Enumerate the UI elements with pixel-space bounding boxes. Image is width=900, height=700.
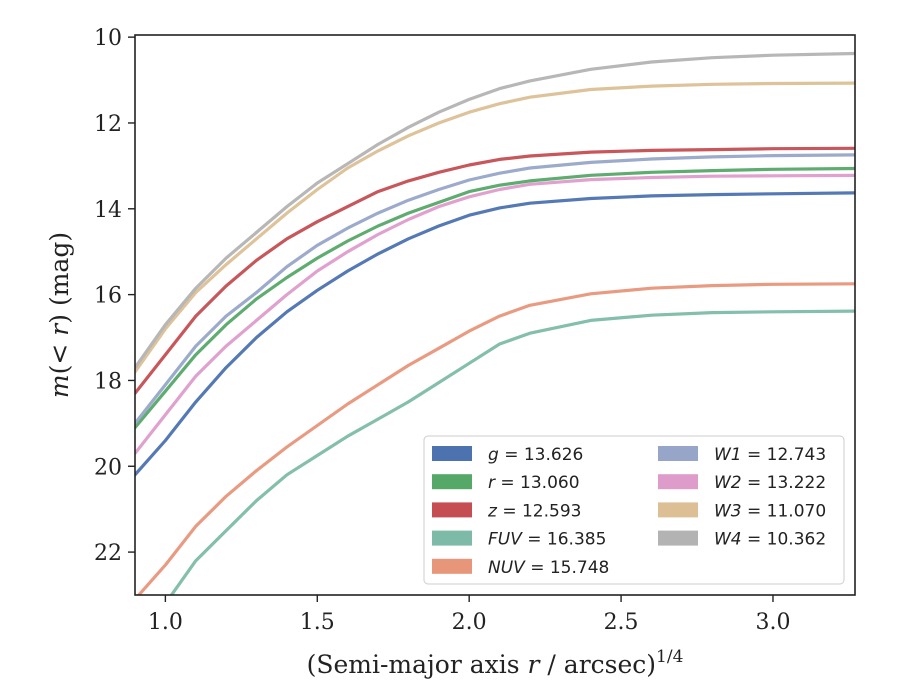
series-line-z [135, 146, 855, 395]
series-line-w3 [135, 81, 855, 374]
legend-box [423, 435, 845, 585]
legend-label-w4: W4 = 10.362 [714, 530, 826, 550]
legend-swatch-w4 [658, 530, 698, 546]
legend-swatch-w1 [658, 446, 698, 461]
x-tick-label: 1.0 [148, 610, 183, 635]
legend-label-z: z = 12.593 [487, 501, 581, 521]
y-tick-label: 22 [94, 541, 122, 566]
legend-swatch-w2 [658, 474, 698, 490]
y-tick-label: 14 [94, 198, 122, 223]
series-line-g [135, 191, 855, 477]
curves-layer [135, 51, 855, 595]
series-line-r [135, 166, 855, 430]
series-line-nuv [136, 282, 855, 595]
series-line-w2 [135, 173, 855, 455]
x-tick-label: 1.5 [300, 610, 335, 635]
legend-swatch-nuv [432, 558, 472, 574]
legend-swatch-g [432, 446, 472, 461]
legend-label-w3: W3 = 11.070 [714, 501, 826, 521]
legend-label-r: r = 13.060 [488, 473, 580, 493]
legend-label-nuv: NUV = 15.748 [488, 558, 609, 578]
legend-swatch-r [432, 474, 472, 490]
legend-label-g: g = 13.626 [488, 445, 583, 465]
series-line-fuv [169, 309, 855, 595]
x-tick-label: 3.0 [755, 610, 790, 635]
x-axis-label: (Semi-major axis r / arcsec)1/4 [307, 647, 684, 679]
y-axis-label: m(< r) (mag) [45, 232, 74, 398]
y-tick-label: 16 [94, 284, 122, 309]
y-tick-label: 12 [94, 112, 122, 137]
legend-label-w1: W1 = 12.743 [714, 445, 826, 465]
y-tick-label: 20 [94, 455, 122, 480]
legend-swatch-z [432, 502, 472, 518]
plot-frame [134, 34, 856, 596]
y-tick-label: 18 [94, 369, 122, 394]
legend-swatch-fuv [432, 530, 472, 546]
series-line-w1 [135, 153, 855, 425]
y-tick-label: 10 [94, 26, 122, 51]
legend-label-fuv: FUV = 16.385 [488, 530, 606, 550]
legend-swatch-w3 [658, 502, 698, 518]
ticks-layer: 1.0 1.5 2.0 2.5 3.0 10 12 14 16 18 20 22 [94, 26, 790, 635]
series-line-w4 [135, 51, 855, 370]
x-tick-label: 2.5 [604, 610, 639, 635]
x-tick-label: 2.0 [452, 610, 487, 635]
legend: g = 13.626 r = 13.060 z = 12.593 FUV = 16.3… [423, 435, 845, 585]
legend-label-w2: W2 = 13.222 [714, 473, 826, 493]
